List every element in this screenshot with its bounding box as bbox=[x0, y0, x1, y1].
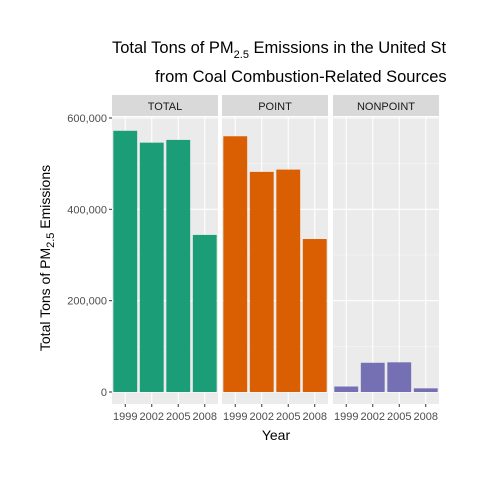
bar-point-2008 bbox=[302, 239, 327, 392]
title-prefix: Total Tons of PM bbox=[112, 39, 234, 57]
bar-nonpoint-1999 bbox=[334, 386, 359, 392]
chart-title-line-2: from Coal Combustion-Related Sources bbox=[155, 68, 447, 86]
facet-strip bbox=[333, 95, 439, 116]
bar-point-2005 bbox=[276, 169, 301, 392]
x-tick-label: 2005 bbox=[387, 411, 411, 423]
facet-panel-background bbox=[333, 117, 439, 404]
bar-nonpoint-2008 bbox=[413, 388, 438, 392]
bar-point-1999 bbox=[223, 136, 248, 392]
y-axis: 0 200,000 400,000 600,000 bbox=[67, 113, 112, 399]
chart-title-line-1: Total Tons of PM2.5 Emissions in the Uni… bbox=[112, 39, 447, 61]
x-tick-label: 1999 bbox=[223, 411, 247, 423]
x-tick-label: 2008 bbox=[303, 411, 327, 423]
x-tick-label: 2005 bbox=[276, 411, 300, 423]
y-tick-label: 200,000 bbox=[67, 296, 107, 308]
ylabel-suffix: Emissions bbox=[37, 165, 53, 233]
facet-strip bbox=[222, 95, 328, 116]
bar-total-2002 bbox=[139, 142, 164, 392]
x-tick-label: 2008 bbox=[414, 411, 438, 423]
bar-total-2008 bbox=[192, 234, 217, 392]
title-subscript: 2.5 bbox=[234, 49, 249, 61]
x-tick-label: 2002 bbox=[140, 411, 164, 423]
facet-strip bbox=[112, 95, 218, 116]
x-tick-label: 2002 bbox=[361, 411, 385, 423]
x-tick-label: 1999 bbox=[334, 411, 358, 423]
ylabel-prefix: Total Tons of PM bbox=[37, 248, 53, 351]
x-tick-label: 1999 bbox=[113, 411, 137, 423]
ylabel-subscript: 2.5 bbox=[45, 233, 57, 248]
bar-total-2005 bbox=[166, 139, 191, 392]
facet-point: POINT 1999 2002 2005 2008 bbox=[222, 95, 328, 423]
bar-nonpoint-2002 bbox=[360, 362, 385, 392]
bar-point-2002 bbox=[249, 171, 274, 392]
y-tick-label: 600,000 bbox=[67, 113, 107, 125]
y-tick-label: 0 bbox=[101, 387, 107, 399]
y-axis-title: Total Tons of PM2.5 Emissions bbox=[37, 165, 57, 351]
facet-strip-label: TOTAL bbox=[148, 101, 182, 113]
x-tick-label: 2005 bbox=[166, 411, 190, 423]
x-tick-label: 2002 bbox=[250, 411, 274, 423]
y-tick-label: 400,000 bbox=[67, 204, 107, 216]
facet-strip-label: POINT bbox=[258, 101, 292, 113]
facet-total: TOTAL 1999 2002 2005 2008 bbox=[112, 95, 218, 423]
bar-nonpoint-2005 bbox=[387, 362, 412, 392]
bar-total-1999 bbox=[113, 130, 138, 392]
facet-strip-label: NONPOINT bbox=[357, 101, 415, 113]
facet-nonpoint: NONPOINT 1999 2002 2005 2008 bbox=[333, 95, 439, 423]
x-tick-label: 2008 bbox=[193, 411, 217, 423]
title-suffix: Emissions in the United St bbox=[249, 39, 447, 57]
x-axis-title: Year bbox=[262, 427, 291, 443]
